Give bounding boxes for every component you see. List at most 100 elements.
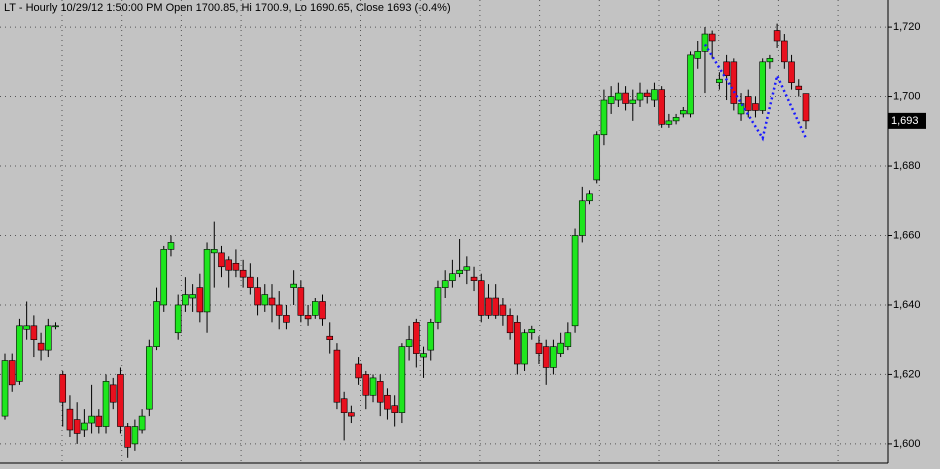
candle-body <box>275 304 283 316</box>
candle-body <box>131 426 139 445</box>
candle-body <box>514 322 521 365</box>
candle-body <box>174 304 182 334</box>
candle-body <box>578 200 586 236</box>
candle-body <box>600 99 608 136</box>
candle-body <box>781 40 788 63</box>
candle-body <box>449 273 456 281</box>
candle-body <box>182 294 189 306</box>
candle-body <box>247 276 254 288</box>
chart-title: LT - Hourly 10/29/12 1:50:00 PM Open 170… <box>4 2 451 14</box>
candle-body <box>1 360 9 417</box>
candle-body <box>167 242 175 250</box>
y-tick-label: 1,600 <box>893 438 921 450</box>
candle-body <box>506 315 514 334</box>
candle-body <box>196 287 204 313</box>
candle-body <box>355 363 362 379</box>
candle-body <box>456 269 463 275</box>
candle-body <box>405 339 413 347</box>
candle-body <box>333 349 341 403</box>
candle-body <box>218 252 225 268</box>
candle-body <box>463 266 471 271</box>
candle-body <box>730 61 738 104</box>
candle-body <box>615 92 622 101</box>
candle-body <box>521 332 528 365</box>
y-tick-label: 1,700 <box>893 90 921 102</box>
candle-body <box>8 360 16 386</box>
candle-body <box>680 110 687 115</box>
candle-body <box>723 61 730 77</box>
candle-body <box>37 342 45 351</box>
candle-body <box>413 322 420 354</box>
candle-body <box>665 120 673 125</box>
candle-body <box>672 117 680 122</box>
candle-body <box>773 30 781 42</box>
candle-body <box>16 325 23 382</box>
candle-body <box>239 269 247 278</box>
candle-body <box>290 283 297 288</box>
candle-body <box>304 315 312 320</box>
candle-body <box>203 249 211 313</box>
candle-body <box>687 54 694 115</box>
candle-body <box>362 374 370 396</box>
candle-body <box>254 287 261 306</box>
candle-body <box>607 96 615 104</box>
candle-body <box>88 415 95 424</box>
candle-body <box>499 304 507 316</box>
candle-body <box>788 61 795 83</box>
candle-body <box>44 325 52 351</box>
candle-body <box>210 249 218 254</box>
candle-body <box>744 96 752 111</box>
candle-body <box>708 33 716 42</box>
candle-body <box>557 342 564 354</box>
candle-body <box>766 58 774 63</box>
candle-body <box>802 93 810 122</box>
candle-body <box>160 249 168 306</box>
candle-body <box>232 262 240 271</box>
candle-body <box>146 346 153 410</box>
candle-body <box>427 322 435 351</box>
candle-body <box>109 384 117 403</box>
candle-body <box>268 297 276 306</box>
y-tick-label: 1,720 <box>893 21 921 33</box>
y-tick-label: 1,620 <box>893 368 921 380</box>
last-price-label: 1,693 <box>891 115 919 127</box>
candle-body <box>528 328 536 334</box>
candle-body <box>485 297 492 316</box>
candle-body <box>629 99 637 104</box>
candle-body <box>593 134 601 181</box>
candle-body <box>542 346 550 368</box>
candle-body <box>716 78 723 83</box>
candle-body <box>651 89 658 101</box>
candle-body <box>564 332 572 347</box>
y-tick-label: 1,660 <box>893 229 921 241</box>
candle-body <box>441 280 449 288</box>
candle-body <box>795 85 803 90</box>
candle-body <box>52 325 59 328</box>
candle-body <box>384 394 391 410</box>
candle-body <box>340 398 348 413</box>
candle-body <box>420 353 427 358</box>
last-price-box <box>888 112 926 129</box>
candle-body <box>73 419 81 434</box>
y-tick-label: 1,640 <box>893 299 921 311</box>
candle-body <box>550 346 557 368</box>
candle-body <box>311 301 319 316</box>
candle-body <box>138 415 146 431</box>
candle-body <box>701 33 709 52</box>
candle-body <box>153 301 160 347</box>
candle-body <box>376 381 384 403</box>
candle-body <box>326 335 334 340</box>
candle-body <box>571 235 579 327</box>
candle-body <box>30 325 38 340</box>
candle-body <box>643 92 651 97</box>
candle-body <box>622 92 629 104</box>
candle-body <box>636 92 644 101</box>
candle-body <box>23 325 30 330</box>
candle-body <box>81 422 88 431</box>
candle-body <box>319 301 326 320</box>
candle-body <box>283 315 290 323</box>
candle-body <box>391 405 398 413</box>
candle-body <box>66 408 74 431</box>
